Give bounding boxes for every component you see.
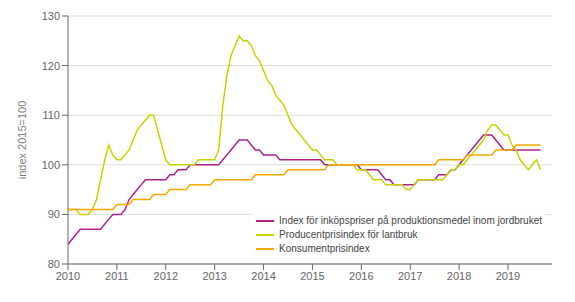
svg-text:110: 110: [42, 109, 60, 121]
svg-text:2013: 2013: [202, 270, 226, 282]
svg-text:2014: 2014: [251, 270, 275, 282]
svg-text:90: 90: [48, 208, 60, 220]
svg-text:2012: 2012: [154, 270, 178, 282]
html-text:Konsumentprisindex: Konsumentprisindex: [279, 243, 370, 254]
html-text:Index för inköpspriser på prod: Index för inköpspriser på produktionsmed…: [279, 215, 542, 226]
svg-text:2018: 2018: [447, 270, 471, 282]
svg-text:2019: 2019: [496, 270, 520, 282]
svg-text:index 2015=100: index 2015=100: [16, 101, 28, 180]
svg-text:2016: 2016: [349, 270, 373, 282]
svg-text:2015: 2015: [300, 270, 324, 282]
svg-text:100: 100: [42, 159, 60, 171]
svg-text:130: 130: [42, 10, 60, 22]
svg-text:2010: 2010: [56, 270, 80, 282]
svg-text:2017: 2017: [398, 270, 422, 282]
html-text:Producentprisindex för lantbru: Producentprisindex för lantbruk: [279, 229, 418, 240]
svg-text:80: 80: [48, 258, 60, 270]
svg-text:120: 120: [42, 60, 60, 72]
svg-text:2011: 2011: [105, 270, 129, 282]
